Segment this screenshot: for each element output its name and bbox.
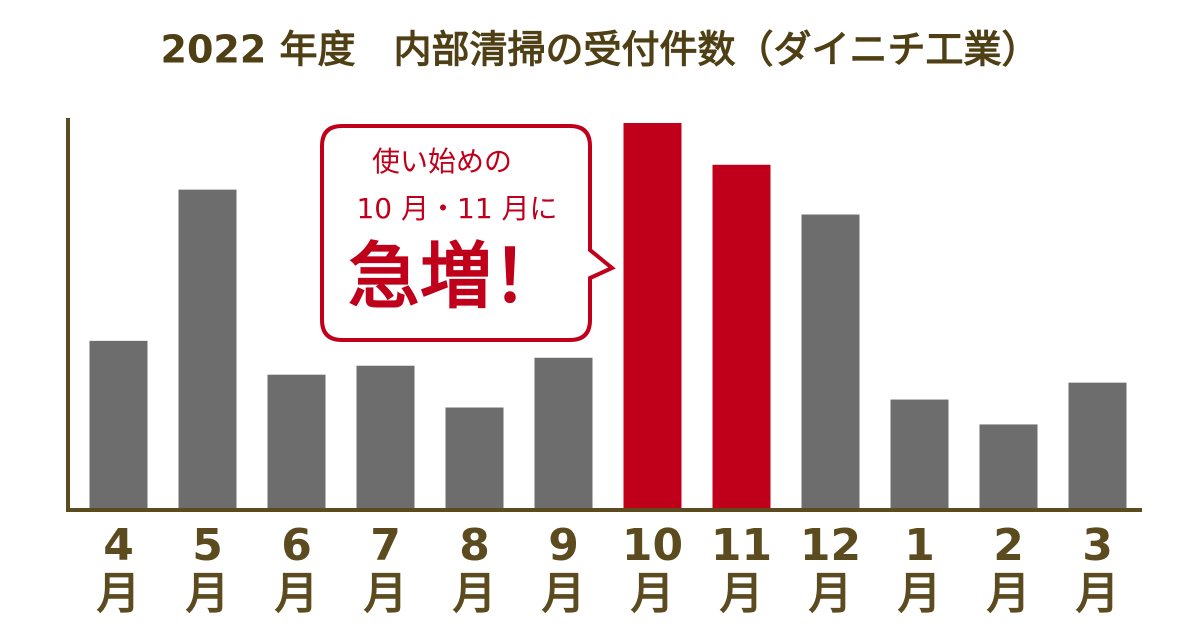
- bar: [623, 122, 682, 508]
- bar: [801, 214, 860, 508]
- callout-text: 使い始めの: [372, 145, 512, 178]
- x-tick-label: 12 月: [800, 520, 861, 619]
- bar: [1068, 382, 1127, 508]
- bar: [267, 374, 326, 508]
- bar: [445, 407, 504, 508]
- bar: [979, 424, 1038, 508]
- bar: [534, 357, 593, 508]
- callout-text: 10 月・11 月に: [356, 192, 557, 225]
- callout-emphasis: 急増！: [348, 235, 564, 319]
- bar: [890, 399, 949, 508]
- bar: [178, 189, 237, 508]
- x-tick-label: 11 月: [711, 520, 772, 619]
- callout-bubble: [320, 124, 616, 342]
- bar: [356, 365, 415, 508]
- chart-title: 2022 年度 内部清掃の受付件数（ダイニチ工業）: [161, 28, 1040, 72]
- bar: [712, 164, 771, 508]
- bar: [89, 340, 148, 508]
- x-tick-label: 10 月: [622, 520, 683, 619]
